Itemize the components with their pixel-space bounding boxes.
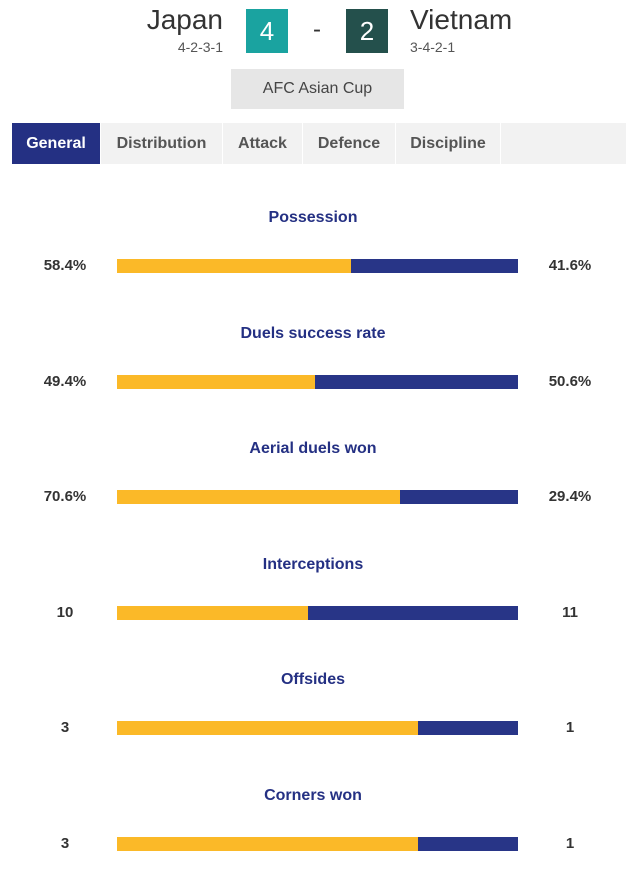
home-team-formation: 4-2-3-1 — [177, 39, 223, 55]
home-score: 4 — [246, 9, 288, 53]
stat-title: Interceptions — [262, 556, 364, 573]
stat-bar-home-fill — [117, 721, 418, 735]
stat-bar — [117, 375, 518, 389]
tab-general[interactable]: General — [12, 123, 101, 164]
stat-bar — [117, 259, 518, 273]
tab-attack[interactable]: Attack — [223, 123, 303, 164]
stat-away-value: 1 — [565, 719, 575, 736]
stat-away-value: 11 — [562, 604, 578, 621]
stat-bar — [117, 721, 518, 735]
stat-title: Duels success rate — [240, 325, 386, 342]
stat-away-value: 41.6% — [548, 257, 592, 274]
stats-tab-bar: General Distribution Attack Defence Disc… — [12, 123, 626, 164]
stat-bar-home-fill — [117, 490, 401, 504]
stat-title: Corners won — [264, 787, 362, 804]
tab-discipline[interactable]: Discipline — [396, 123, 501, 164]
score-separator: - — [313, 16, 321, 43]
stat-possession: Possession 58.4% 41.6% — [0, 208, 626, 288]
stat-title: Possession — [268, 209, 358, 226]
stat-aerial-duels-won: Aerial duels won 70.6% 29.4% — [0, 439, 626, 519]
stat-offsides: Offsides 3 1 — [0, 670, 626, 750]
stat-bar-home-fill — [117, 837, 418, 851]
stat-home-value: 49.4% — [43, 373, 87, 390]
stat-title: Aerial duels won — [249, 440, 377, 457]
stat-away-value: 50.6% — [548, 373, 592, 390]
stat-home-value: 58.4% — [43, 257, 87, 274]
stat-duels-success-rate: Duels success rate 49.4% 50.6% — [0, 324, 626, 404]
tab-defence[interactable]: Defence — [303, 123, 396, 164]
tab-distribution[interactable]: Distribution — [101, 123, 223, 164]
stat-away-value: 29.4% — [548, 488, 592, 505]
match-header: Japan 4-2-3-1 4 - 2 Vietnam 3-4-2-1 AFC … — [0, 0, 626, 120]
stat-bar-home-fill — [117, 259, 352, 273]
stat-bar-home-fill — [117, 375, 316, 389]
stat-interceptions: Interceptions 10 11 — [0, 555, 626, 635]
stat-corners-won: Corners won 3 1 — [0, 786, 626, 866]
home-team-name: Japan — [146, 4, 223, 35]
stat-home-value: 10 — [56, 604, 74, 621]
stat-bar — [117, 837, 518, 851]
stat-bar — [117, 606, 518, 620]
stat-home-value: 3 — [60, 719, 70, 736]
stat-home-value: 3 — [60, 835, 70, 852]
competition-badge: AFC Asian Cup — [231, 69, 404, 109]
stat-bar-home-fill — [117, 606, 308, 620]
stat-title: Offsides — [280, 671, 345, 688]
away-score: 2 — [346, 9, 388, 53]
stat-away-value: 1 — [565, 835, 575, 852]
away-team-formation: 3-4-2-1 — [410, 39, 456, 55]
stat-home-value: 70.6% — [43, 488, 87, 505]
stat-bar — [117, 490, 518, 504]
away-team-name: Vietnam — [410, 4, 513, 35]
